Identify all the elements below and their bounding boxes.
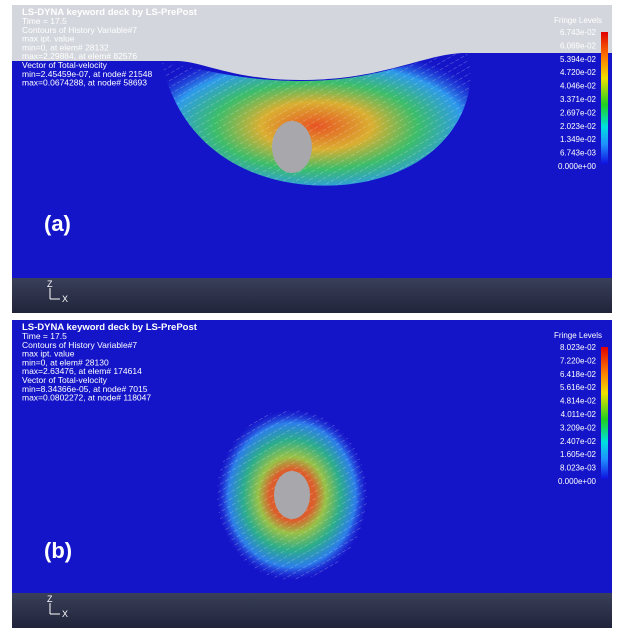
axis-x-label: X bbox=[62, 294, 68, 304]
panel-label: (a) bbox=[44, 211, 71, 236]
axis-z-label: Z bbox=[47, 594, 53, 604]
fringe-label: 4.011e-02 bbox=[561, 410, 597, 419]
figure: LS-DYNA keyword deck by LS-PrePostTime =… bbox=[0, 0, 626, 630]
fringe-label: 5.394e-02 bbox=[560, 55, 597, 64]
colorbar bbox=[601, 347, 608, 479]
status-strip bbox=[12, 593, 612, 628]
fringe-label: 6.069e-02 bbox=[560, 41, 597, 50]
fringe-label: 1.605e-02 bbox=[560, 450, 597, 459]
fringe-title: Fringe Levels bbox=[554, 331, 602, 340]
fringe-label: 3.371e-02 bbox=[560, 95, 597, 104]
fringe-label: 2.697e-02 bbox=[560, 108, 597, 117]
fringe-label: 7.220e-02 bbox=[560, 356, 597, 365]
fringe-label: 6.743e-03 bbox=[560, 149, 597, 158]
hole bbox=[274, 471, 310, 519]
status-strip bbox=[12, 278, 612, 313]
fringe-label: 3.209e-02 bbox=[560, 423, 597, 432]
hole bbox=[272, 121, 312, 173]
fringe-label: 1.349e-02 bbox=[560, 135, 597, 144]
colorbar bbox=[601, 32, 608, 164]
fringe-label: 6.418e-02 bbox=[560, 370, 597, 379]
fringe-label: 4.814e-02 bbox=[560, 397, 597, 406]
fringe-label: 8.023e-03 bbox=[560, 464, 597, 473]
fringe-label: 6.743e-02 bbox=[560, 28, 597, 37]
fringe-label: 0.000e+00 bbox=[558, 477, 597, 486]
fringe-label: 0.000e+00 bbox=[558, 162, 597, 171]
fringe-label: 2.407e-02 bbox=[560, 437, 597, 446]
axis-z-label: Z bbox=[47, 279, 53, 289]
info-line: max=0.0674288, at node# 58693 bbox=[22, 78, 147, 88]
fringe-label: 4.046e-02 bbox=[560, 82, 597, 91]
info-line: max=0.0802272, at node# 118047 bbox=[22, 393, 151, 403]
fringe-label: 4.720e-02 bbox=[560, 68, 597, 77]
panel-label: (b) bbox=[44, 538, 72, 563]
fringe-label: 8.023e-02 bbox=[560, 343, 597, 352]
fringe-title: Fringe Levels bbox=[554, 16, 602, 25]
axis-x-label: X bbox=[62, 609, 68, 619]
fringe-label: 5.616e-02 bbox=[560, 383, 597, 392]
fringe-label: 2.023e-02 bbox=[560, 122, 597, 131]
